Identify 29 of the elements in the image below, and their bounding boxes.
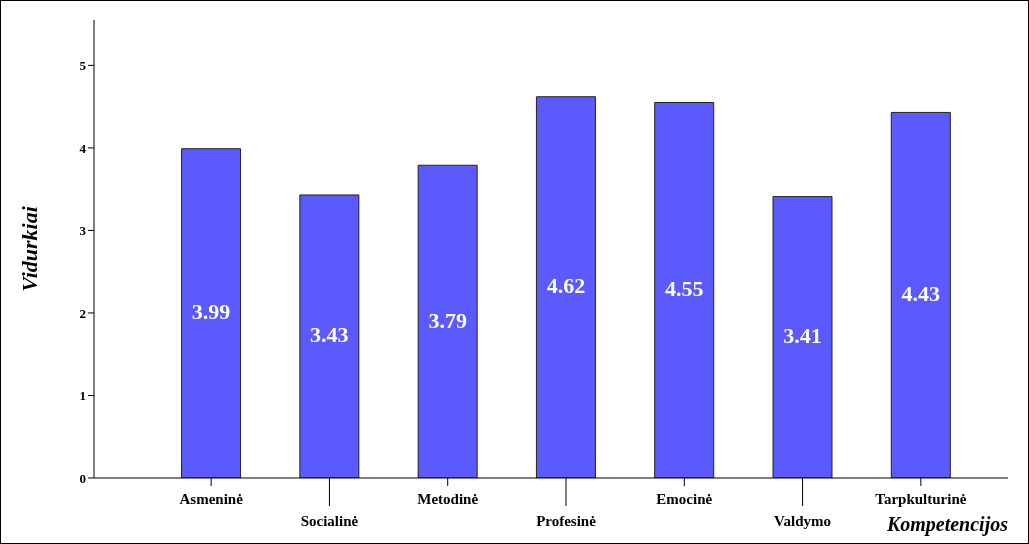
- x-axis-title: Kompetencijos: [885, 513, 1009, 536]
- bar: [535, 96, 596, 478]
- y-tick-label: 1: [79, 388, 86, 404]
- bar: [417, 164, 478, 478]
- y-tick-label: 5: [79, 58, 87, 73]
- y-tick-label: 4: [79, 140, 87, 156]
- data-label: 4.43: [901, 281, 941, 307]
- x-tick-label: Metodinė: [417, 491, 479, 507]
- y-tick-label: 2: [79, 305, 86, 321]
- data-label: 3.99: [191, 299, 231, 325]
- data-label: 4.62: [546, 273, 586, 299]
- bar: [890, 111, 951, 478]
- x-tick-label: Socialinė: [300, 513, 359, 529]
- x-tick-label: Emocinė: [656, 491, 713, 507]
- y-axis-title: Vidurkiai: [16, 205, 42, 292]
- data-label: 3.41: [783, 323, 822, 349]
- x-tick-label: Valdymo: [774, 513, 832, 529]
- data-label: 4.55: [664, 276, 704, 302]
- bar: [654, 102, 715, 478]
- x-tick-label: Profesinė: [536, 513, 597, 529]
- y-tick-label: 3: [79, 223, 87, 239]
- bar: [181, 148, 242, 478]
- data-label: 3.79: [428, 307, 467, 333]
- bar: [299, 194, 360, 478]
- x-tick-label: Asmeninė: [179, 491, 244, 507]
- data-label: 3.43: [310, 322, 349, 348]
- bar: [772, 196, 833, 478]
- y-tick-label: 0: [79, 470, 86, 486]
- x-tick-label: Tarpkulturinė: [875, 491, 967, 507]
